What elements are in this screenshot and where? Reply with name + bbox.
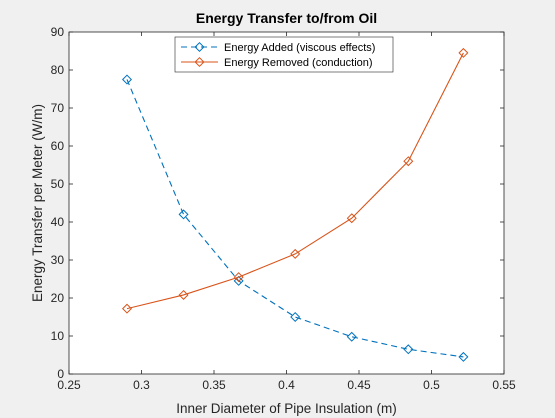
legend-marker: [194, 41, 205, 53]
y-tick-label: 0: [57, 367, 64, 381]
series-2: [121, 47, 469, 314]
data-point: [458, 47, 469, 58]
legend-label: Energy Added (viscous effects): [224, 42, 375, 54]
y-tick-label: 40: [51, 215, 65, 229]
y-axis-label: Energy Transfer per Meter (W/m): [30, 104, 45, 302]
y-tick-label: 60: [51, 139, 65, 153]
data-point: [233, 272, 244, 283]
legend-box: [174, 36, 394, 73]
x-tick-label: 0.5: [423, 378, 440, 392]
y-tick-label: 10: [51, 329, 65, 343]
series-layer: [121, 47, 469, 362]
legend: Energy Added (viscous effects) Energy Rem…: [174, 36, 394, 73]
series-line: [126, 52, 464, 310]
x-tick-label: 0.45: [347, 378, 371, 392]
plot-area: [69, 32, 504, 374]
data-point: [121, 74, 133, 85]
series-1: [121, 74, 469, 362]
y-tick-label: 90: [51, 25, 65, 39]
data-point: [458, 351, 469, 362]
y-tick-label: 70: [51, 101, 65, 115]
y-tick-label: 30: [51, 253, 65, 267]
x-axis: 0.25 0.3 0.35 0.4 0.45 0.5 0.55: [57, 32, 516, 392]
data-point: [290, 248, 301, 259]
x-tick-label: 0.35: [202, 378, 226, 392]
legend-label: Energy Removed (conduction): [224, 57, 373, 69]
data-point: [178, 289, 189, 300]
legend-marker: [194, 56, 205, 68]
data-point: [346, 213, 357, 224]
x-tick-label: 0.3: [133, 378, 150, 392]
data-point: [346, 331, 357, 342]
x-tick-label: 0.55: [492, 378, 516, 392]
x-tick-label: 0.25: [57, 378, 81, 392]
data-point: [290, 311, 301, 323]
x-axis-label: Inner Diameter of Pipe Insulation (m): [176, 401, 397, 416]
data-point: [233, 275, 244, 286]
y-axis: 0 10 20 30 40 50 60 70 80 90: [51, 25, 504, 381]
data-point: [178, 209, 189, 220]
y-tick-label: 80: [51, 63, 65, 77]
chart-title: Energy Transfer to/from Oil: [196, 10, 377, 26]
y-tick-label: 20: [51, 291, 65, 305]
data-point: [403, 344, 414, 355]
data-point: [121, 303, 133, 314]
x-tick-label: 0.4: [278, 378, 295, 392]
data-point: [403, 156, 414, 167]
y-tick-label: 50: [51, 177, 65, 191]
